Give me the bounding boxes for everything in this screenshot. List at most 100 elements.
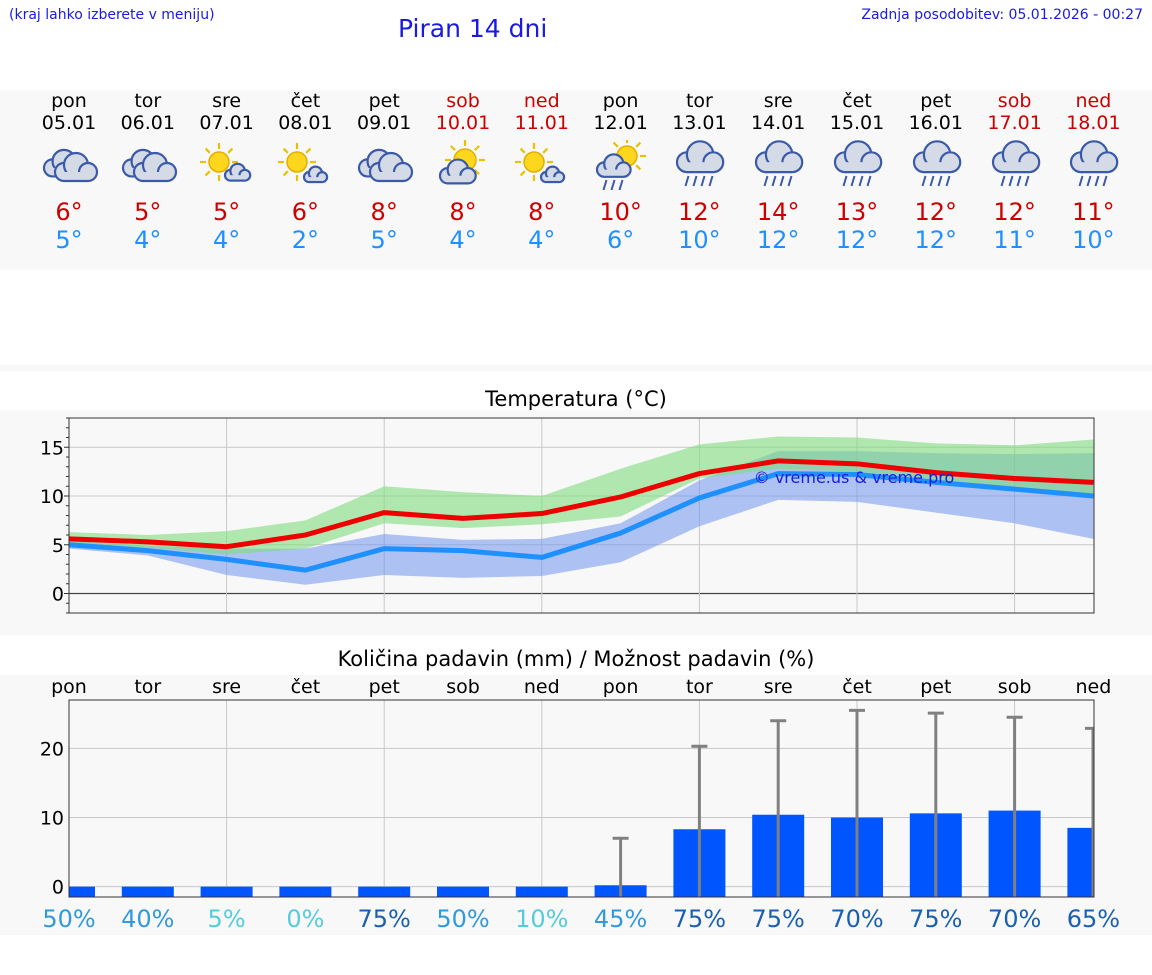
day-date: 11.01 — [514, 112, 569, 134]
min-temp: 4° — [212, 226, 241, 254]
min-temp-line — [68, 471, 1094, 573]
precipitation-probability: 40% — [121, 905, 174, 933]
forecast-day: pet 16.01 12° 12° — [896, 90, 976, 254]
precipitation-bar — [437, 886, 489, 897]
x-category-label: pet — [920, 676, 951, 698]
forecast-day: pon 12.01 10° 6° — [581, 90, 661, 254]
x-category-label: sob — [446, 676, 480, 698]
x-category-label: sre — [764, 676, 793, 698]
precipitation-probability: 5% — [208, 905, 246, 933]
x-category-label: tor — [134, 676, 161, 698]
max-temp-line — [68, 458, 1094, 550]
precipitation-error-bar — [849, 708, 865, 897]
forecast-day: čet 08.01 6° 2° — [265, 90, 345, 254]
temperature-chart-title: Temperatura (°C) — [485, 387, 667, 411]
precipitation-probability: 75% — [752, 905, 805, 933]
precipitation-error-bar — [1006, 715, 1023, 897]
precipitation-bar — [515, 886, 568, 897]
forecast-strip-bg — [0, 90, 1152, 270]
min-temp: 12° — [835, 226, 879, 254]
precipitation-probability: 50% — [436, 905, 489, 933]
y-tick-label: 0 — [52, 584, 64, 606]
sun-rain-icon — [595, 140, 646, 190]
temperature-chart: 0 5 10 15 © vreme.us & vreme.pro — [40, 417, 1095, 614]
precipitation-chart: 0 10 20 pon tor sre čet pet sob ned pon tor sre čet pe… — [40, 676, 1120, 933]
day-name: sre — [763, 90, 793, 112]
min-temp: 6° — [606, 226, 635, 254]
day-name: tor — [134, 90, 162, 112]
forecast-day: tor 13.01 12° 10° — [659, 90, 739, 254]
min-temp: 12° — [756, 226, 800, 254]
precipitation-probability: 75% — [358, 905, 411, 933]
day-date: 13.01 — [672, 112, 727, 134]
min-temp: 5° — [370, 226, 398, 254]
x-category-label: pon — [51, 676, 87, 698]
day-date: 12.01 — [593, 112, 648, 134]
daily-forecast: pon 05.01 6° 5° tor 06.01 5° 4° sre 07.01 5° 4° čet 0… — [0, 90, 1152, 270]
min-temp: 5° — [55, 226, 83, 254]
max-temp: 14° — [756, 198, 800, 226]
day-name: ned — [1075, 90, 1112, 112]
rain-icon — [755, 140, 804, 187]
x-category-label: ned — [1076, 676, 1112, 698]
y-tick-label: 0 — [52, 877, 64, 899]
forecast-day: tor 06.01 5° 4° — [108, 90, 188, 254]
min-temp: 4° — [449, 226, 477, 254]
max-temp: 8° — [528, 198, 556, 226]
min-temp: 10° — [1072, 226, 1115, 254]
precipitation-error-bar — [927, 711, 944, 897]
x-category-label: tor — [686, 676, 713, 698]
day-date: 15.01 — [829, 112, 885, 134]
min-temp: 10° — [678, 226, 721, 254]
forecast-day: pon 05.01 6° 5° — [29, 90, 109, 254]
forecast-day: čet 15.01 13° 12° — [817, 90, 897, 254]
separator — [0, 365, 1152, 371]
x-category-label: čet — [291, 676, 321, 698]
page-title: Piran 14 dni — [398, 14, 548, 43]
max-temp: 11° — [1072, 198, 1115, 226]
forecast-day: sre 14.01 14° 12° — [738, 90, 818, 254]
day-name: pet — [920, 90, 952, 112]
rain-icon — [833, 140, 883, 187]
day-date: 05.01 — [41, 112, 97, 134]
forecast-day: sob 17.01 12° 11° — [975, 90, 1055, 254]
x-category-label: sre — [212, 676, 241, 698]
min-temp: 4° — [134, 226, 162, 254]
forecast-day: sre 07.01 5° 4° — [187, 90, 267, 254]
y-tick-label: 20 — [40, 738, 64, 760]
precipitation-probability: 75% — [909, 905, 962, 933]
precipitation-bar — [279, 886, 332, 897]
rain-icon — [912, 140, 962, 187]
sun-icon — [199, 143, 251, 182]
precipitation-bar — [358, 886, 411, 897]
day-name: čet — [842, 90, 872, 112]
day-date: 07.01 — [199, 112, 254, 134]
precipitation-probability: 75% — [673, 905, 726, 933]
sun-cloud-icon — [438, 140, 485, 185]
precipitation-error-bar — [612, 836, 629, 897]
x-category-label: čet — [842, 676, 872, 698]
rain-icon — [676, 140, 725, 187]
day-date: 16.01 — [908, 112, 963, 134]
max-temp: 5° — [212, 198, 241, 226]
min-temp: 12° — [914, 226, 958, 254]
max-temp: 10° — [599, 198, 642, 226]
min-temp: 11° — [993, 226, 1036, 254]
max-temp: 6° — [291, 198, 320, 226]
watermark: © vreme.us & vreme.pro — [754, 468, 955, 487]
day-date: 06.01 — [120, 112, 175, 134]
precipitation-probability: 50% — [42, 905, 95, 933]
min-temp: 4° — [528, 226, 556, 254]
max-temp-range-band — [69, 436, 1094, 555]
location-hint: (kraj lahko izberete v meniju) — [9, 7, 215, 23]
y-tick-label: 15 — [40, 437, 64, 459]
day-date: 10.01 — [435, 112, 491, 134]
day-date: 08.01 — [278, 112, 333, 134]
max-temp: 5° — [134, 198, 162, 226]
max-temp: 8° — [449, 198, 477, 226]
max-temp: 12° — [914, 198, 958, 226]
max-temp: 13° — [835, 198, 879, 226]
last-update: Zadnja posodobitev: 05.01.2026 - 00:27 — [861, 7, 1143, 23]
max-temp: 6° — [55, 198, 83, 226]
day-name: ned — [523, 90, 560, 112]
